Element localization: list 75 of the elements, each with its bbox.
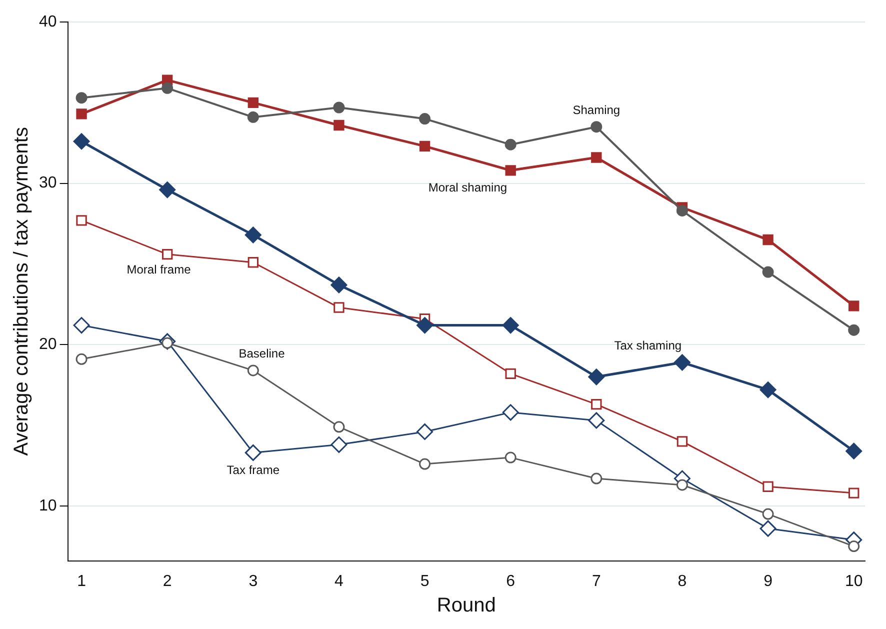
point [76,353,88,365]
y-tick-label: 10 [39,497,57,514]
point [591,152,602,163]
y-tick-label: 40 [39,13,57,30]
x-tick-label: 10 [844,572,863,590]
x-tick-label: 9 [764,572,773,590]
point [848,324,860,336]
y-axis-title: Average contributions / tax payments [10,127,33,456]
point [848,300,860,312]
point [162,248,173,260]
point [504,138,516,150]
series-label: Shaming [572,103,620,118]
point [591,398,602,410]
point [247,364,259,376]
series-label: Moral frame [126,262,192,277]
point [505,165,516,176]
point [504,452,516,464]
point [247,111,259,123]
point [416,317,434,334]
series-label: Moral shaming [428,180,508,194]
series-label: Tax frame [226,462,280,477]
point [502,317,519,334]
point [244,226,262,244]
x-tick-label: 7 [592,572,601,590]
point [760,382,776,398]
point [334,302,344,313]
point [333,421,345,433]
x-tick-label: 3 [248,572,258,590]
point [419,458,431,470]
point [330,436,348,453]
point [588,412,605,429]
series-label: Baseline [238,346,286,361]
point [334,120,344,131]
point [419,140,430,152]
point [762,234,774,246]
x-tick-label: 2 [162,572,172,590]
point [248,257,258,268]
point [505,368,516,380]
point [762,508,774,520]
x-tick-label: 1 [77,572,86,590]
point [676,479,688,491]
point [162,82,174,94]
x-tick-label: 4 [334,572,344,590]
x-tick-label: 5 [420,572,430,590]
point [76,108,87,120]
point [330,276,348,294]
point [848,540,860,552]
x-tick-label: 8 [678,572,687,590]
point [419,113,431,125]
point [588,368,605,386]
point [502,404,519,421]
point [760,520,776,537]
point [333,102,345,114]
point [416,423,434,440]
point [73,133,90,150]
y-tick-label: 20 [39,336,57,354]
point [674,354,690,371]
point [676,204,688,216]
point [590,121,602,133]
series-label: Tax shaming [614,338,682,353]
point [159,182,176,198]
x-tick-label: 6 [506,572,516,590]
point [762,481,774,492]
point [248,97,258,108]
point [846,442,862,460]
point [762,266,774,278]
x-axis-title: Round [436,594,496,617]
point [76,92,88,104]
point [590,472,602,484]
y-tick-label: 30 [39,174,57,192]
point [244,444,262,461]
point [73,317,90,334]
point [76,215,87,226]
point [848,488,860,498]
point [676,436,688,447]
